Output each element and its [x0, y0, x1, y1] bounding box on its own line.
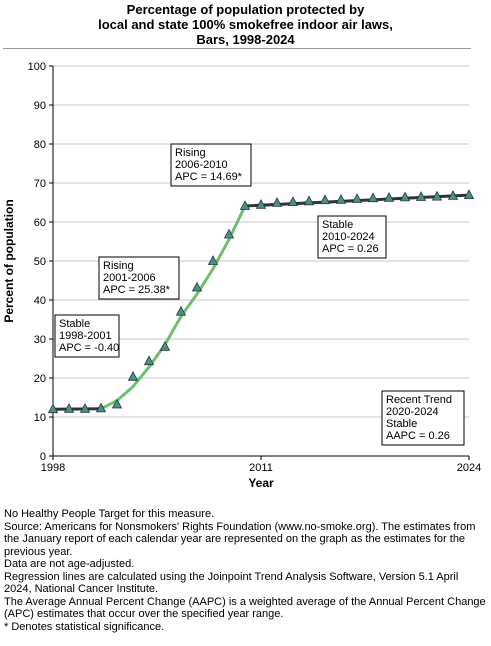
recent-trend-box-line-1: Recent Trend: [386, 394, 452, 406]
footnote-target: No Healthy People Target for this measur…: [4, 508, 215, 520]
x-axis-title: Year: [248, 476, 274, 490]
x-tick-label: 2011: [249, 462, 273, 474]
data-point-2012: [271, 197, 283, 207]
y-tick-label: 10: [34, 412, 46, 424]
recent-trend-box-line-4: AAPC = 0.26: [386, 430, 450, 442]
y-tick-label: 0: [40, 451, 46, 463]
data-point-1998: [47, 403, 59, 414]
y-tick-label: 60: [34, 217, 46, 229]
data-point-2001: [95, 402, 107, 413]
footnote-age-adjusted: Data are not age-adjusted.: [4, 558, 135, 570]
data-point-2023: [447, 190, 459, 200]
y-tick-label: 70: [34, 178, 46, 190]
recent-trend-box-frame: [381, 390, 465, 446]
data-point-2003: [127, 370, 139, 381]
data-point-2005: [159, 340, 171, 351]
line-chart: 0 10 20 30 40 50 60 70 80 90 100 1998 2011 2024 Year Pe…: [2, 61, 481, 490]
data-point-2011: [255, 198, 267, 209]
trend-annotation-1-line-1: Stable: [59, 318, 90, 330]
trend-annotation-2-frame: [98, 256, 180, 300]
data-point-2008: [207, 255, 219, 265]
data-point-2004: [143, 355, 155, 366]
trend-annotation-4-line-2: 2010-2024: [322, 231, 375, 243]
data-point-2018: [367, 192, 379, 203]
data-point-2021: [415, 191, 427, 201]
data-point-2009: [223, 228, 235, 239]
trend-annotation-3-frame: [170, 143, 252, 187]
footnotes: No Healthy People Target for this measur…: [4, 508, 488, 633]
footnote-source: Source: Americans for Nonsmokers' Rights…: [4, 520, 476, 558]
trend-annotation-2-line-2: 2001-2006: [103, 272, 156, 284]
trend-annotation-1-frame: [54, 314, 120, 358]
x-tick-label: 1998: [41, 462, 65, 474]
data-point-2017: [351, 193, 363, 203]
data-point-2010: [239, 200, 251, 210]
trend-annotation-3-line-2: 2006-2010: [175, 159, 228, 171]
data-point-2007: [191, 281, 203, 292]
y-axis-title: Percent of population: [2, 199, 16, 322]
trend-annotation-1-line-2: 1998-2001: [59, 330, 112, 342]
data-point-2020: [399, 191, 411, 202]
data-point-2002: [111, 398, 123, 409]
trend-annotation-4-line-1: Stable: [322, 219, 353, 231]
title-line-1: Percentage of population protected by: [126, 2, 365, 17]
footnote-significance: * Denotes statistical significance.: [4, 620, 165, 633]
y-tick-label: 30: [34, 334, 46, 346]
data-point-2014: [303, 195, 315, 206]
chart-title: Percentage of population protected by lo…: [0, 2, 491, 47]
data-point-2016: [335, 193, 347, 204]
trend-line-segment-3: [179, 204, 247, 318]
trend-annotation-3-line-3: APC = 14.69*: [175, 171, 243, 183]
trend-annotation-2-line-1: Rising: [103, 260, 134, 272]
trend-annotation-4-frame: [317, 215, 387, 259]
data-point-1999: [63, 402, 75, 413]
trend-annotation-4-line-3: APC = 0.26: [322, 243, 379, 255]
footnote-aapc: The Average Annual Percent Change (AAPC)…: [4, 595, 486, 621]
title-divider: [3, 48, 471, 49]
data-point-2006: [175, 305, 187, 316]
title-line-2: local and state 100% smokefree indoor ai…: [98, 17, 393, 32]
trend-annotation-3-line-1: Rising: [175, 147, 206, 159]
x-tick-label: 2024: [457, 462, 481, 474]
data-point-2022: [431, 190, 443, 201]
footnote-regression: Regression lines are calculated using th…: [4, 570, 459, 596]
y-tick-label: 100: [28, 61, 46, 73]
data-point-2019: [383, 191, 395, 202]
recent-trend-box-line-2: 2020-2024: [386, 406, 439, 418]
data-point-2000: [79, 402, 91, 413]
trend-annotation-1-line-3: APC = -0.40: [59, 342, 119, 354]
trend-line-segment-2: [99, 314, 183, 411]
trend-annotation-2-line-3: APC = 25.38*: [103, 284, 171, 296]
y-tick-label: 40: [34, 295, 46, 307]
data-point-2015: [319, 194, 331, 205]
data-point-2013: [287, 196, 299, 207]
recent-trend-box-line-3: Stable: [386, 418, 417, 430]
y-tick-label: 50: [34, 256, 46, 268]
y-tick-label: 90: [34, 100, 46, 112]
data-point-2024: [463, 189, 475, 200]
title-line-3: Bars, 1998-2024: [196, 32, 295, 47]
y-tick-label: 20: [34, 373, 46, 385]
y-tick-label: 80: [34, 139, 46, 151]
